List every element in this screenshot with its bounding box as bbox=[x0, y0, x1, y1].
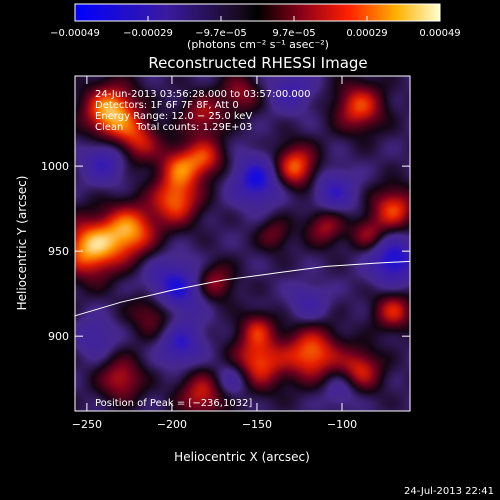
footer-timestamp: 24-Jul-2013 22:41 bbox=[404, 486, 494, 497]
annotation-peak: Position of Peak = [−236,1032] bbox=[95, 398, 252, 409]
y-tick-label: 950 bbox=[48, 245, 69, 258]
x-axis-ticks: −250 −200 −150 −100 bbox=[72, 76, 357, 431]
x-tick-label: −250 bbox=[72, 418, 102, 431]
y-axis-ticks: 900 950 1000 bbox=[41, 160, 410, 343]
heatmap-image bbox=[75, 76, 410, 411]
colorbar-units: (photons cm⁻² s⁻¹ asec⁻²) bbox=[187, 38, 329, 51]
y-tick-label: 900 bbox=[48, 330, 69, 343]
y-tick-label: 1000 bbox=[41, 160, 69, 173]
colorbar-tick-label: −9.7e−05 bbox=[195, 28, 247, 39]
solar-limb-curve bbox=[74, 260, 411, 317]
colorbar-tick-label: −0.00029 bbox=[123, 28, 173, 39]
colorbar-tick-label: 0.00049 bbox=[419, 28, 460, 39]
x-tick-label: −100 bbox=[327, 418, 357, 431]
x-axis-label: Heliocentric X (arcsec) bbox=[174, 450, 310, 464]
colorbar bbox=[74, 3, 441, 22]
annotation-detectors: Detectors: 1F 6F 7F 8F, Att 0 bbox=[95, 100, 239, 111]
x-tick-label: −150 bbox=[242, 418, 272, 431]
colorbar-ticks: −0.00049 −0.00029 −9.7e−05 9.7e−05 0.00029 0.… bbox=[50, 16, 461, 39]
annotation-energy: Energy Range: 12.0 − 25.0 keV bbox=[95, 111, 252, 122]
annotation-clean: Clean Total counts: 1.29E+03 bbox=[95, 122, 252, 133]
plot-frame bbox=[74, 75, 411, 412]
x-tick-label: −200 bbox=[157, 418, 187, 431]
chart-title: Reconstructed RHESSI Image bbox=[148, 54, 367, 72]
colorbar-tick-label: 0.00029 bbox=[346, 28, 387, 39]
colorbar-tick-label: 9.7e−05 bbox=[272, 28, 315, 39]
y-axis-label: Heliocentric Y (arcsec) bbox=[15, 176, 29, 311]
colorbar-tick-label: −0.00049 bbox=[50, 28, 100, 39]
annotation-time: 24-Jun-2013 03:56:28.000 to 03:57:00.000 bbox=[95, 89, 311, 100]
